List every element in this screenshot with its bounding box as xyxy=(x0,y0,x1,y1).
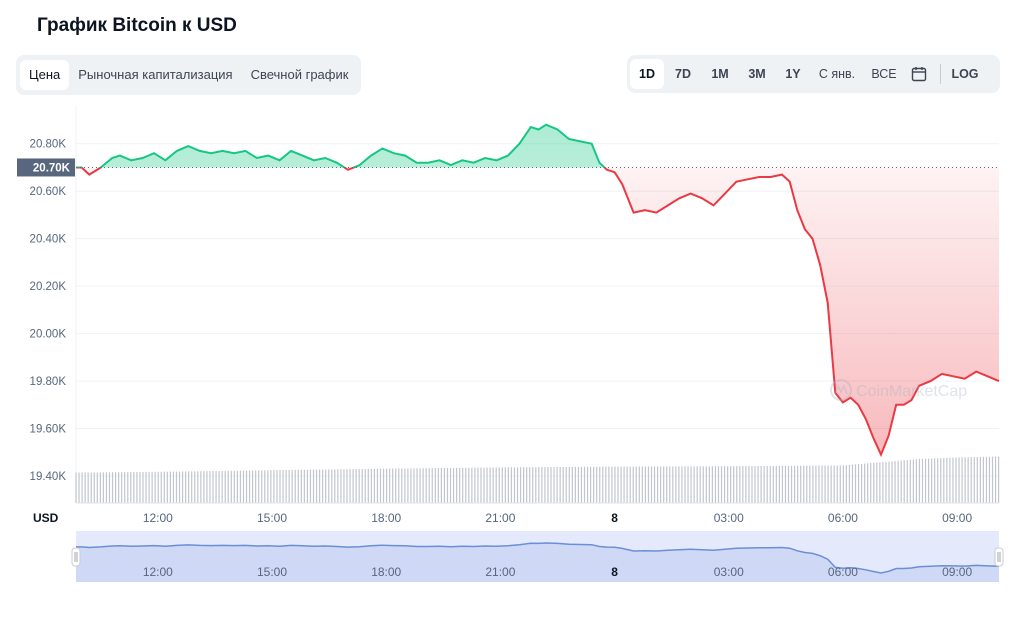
navigator-area xyxy=(76,543,999,582)
range-ytd-button[interactable]: С янв. xyxy=(818,67,856,81)
tab-market-cap[interactable]: Рыночная капитализация xyxy=(78,67,233,82)
x-tick-label: 21:00 xyxy=(485,511,515,525)
x-tick-label: 03:00 xyxy=(714,511,744,525)
y-tick-label: 20.40K xyxy=(30,234,67,246)
chart-title: График Bitcoin к USD xyxy=(37,15,237,36)
watermark-logo: CoinMarketCap xyxy=(830,379,967,401)
area-below-reference xyxy=(76,167,999,455)
y-axis: 19.40K 19.60K 19.80K 20.00K 20.20K 20.40K 20.6… xyxy=(30,139,67,483)
y-tick-label: 20.20K xyxy=(30,281,67,293)
navigator-tick-label: 12:00 xyxy=(143,565,173,579)
log-scale-button[interactable]: LOG xyxy=(951,67,979,81)
y-tick-label: 20.80K xyxy=(30,139,67,151)
price-line-down xyxy=(76,167,1000,458)
x-tick-label: 09:00 xyxy=(942,511,972,525)
x-tick-label: 12:00 xyxy=(143,511,173,525)
x-tick-label: 15:00 xyxy=(257,511,287,525)
price-lines xyxy=(76,123,1000,458)
range-3m-button[interactable]: 3M xyxy=(748,67,766,81)
volume-bars xyxy=(75,456,1000,503)
view-tabs: Цена Рыночная капитализация Свечной граф… xyxy=(16,55,362,95)
y-axis-unit: USD xyxy=(33,511,59,525)
range-1y-button[interactable]: 1Y xyxy=(785,67,801,81)
navigator-line xyxy=(76,542,1000,574)
calendar-icon[interactable] xyxy=(904,59,934,89)
price-areas xyxy=(76,124,999,455)
range-1m-button[interactable]: 1M xyxy=(711,67,729,81)
range-1d-button[interactable]: 1D xyxy=(630,59,664,89)
navigator-handle-right[interactable] xyxy=(994,547,1004,567)
y-tick-label: 19.40K xyxy=(30,471,67,483)
handle-body xyxy=(994,547,1004,567)
y-tick-label: 19.60K xyxy=(30,424,67,436)
x-tick-label: 8 xyxy=(611,511,618,525)
navigator-tick-label: 03:00 xyxy=(714,565,744,579)
y-tick-label: 20.00K xyxy=(30,329,67,341)
navigator-tick-label: 06:00 xyxy=(828,565,858,579)
x-axis: 12:00 15:00 18:00 21:00 8 03:00 06:00 09:00 xyxy=(76,502,999,525)
navigator-tick-label: 8 xyxy=(611,565,618,579)
x-tick-label: 18:00 xyxy=(371,511,401,525)
range-divider xyxy=(940,64,941,84)
tab-candles[interactable]: Свечной график xyxy=(250,67,349,82)
tab-price[interactable]: Цена xyxy=(20,60,70,90)
navigator-tick-label: 15:00 xyxy=(257,565,287,579)
range-7d-button[interactable]: 7D xyxy=(675,67,691,81)
reference-line: 20.70K xyxy=(17,158,999,177)
navigator-tick-label: 18:00 xyxy=(371,565,401,579)
reference-badge xyxy=(17,158,75,177)
y-tick-label: 20.60K xyxy=(30,186,67,198)
range-selector: 1D 7D 1M 3M 1Y С янв. ВСЕ LOG xyxy=(627,55,1000,93)
area-above-reference xyxy=(100,124,605,168)
y-tick-label: 19.80K xyxy=(30,376,67,388)
range-all-button[interactable]: ВСЕ xyxy=(871,67,897,81)
x-tick-label: 06:00 xyxy=(828,511,858,525)
watermark-text: CoinMarketCap xyxy=(856,383,967,400)
reference-label: 20.70K xyxy=(33,162,71,174)
range-navigator: 12:00 15:00 18:00 21:00 8 03:00 06:00 09:00 xyxy=(71,531,1004,582)
price-line-up xyxy=(76,123,606,168)
handle-body xyxy=(71,547,81,567)
navigator-tick-label: 21:00 xyxy=(485,565,515,579)
navigator-tick-label: 09:00 xyxy=(942,565,972,579)
navigator-handle-left[interactable] xyxy=(71,547,81,567)
